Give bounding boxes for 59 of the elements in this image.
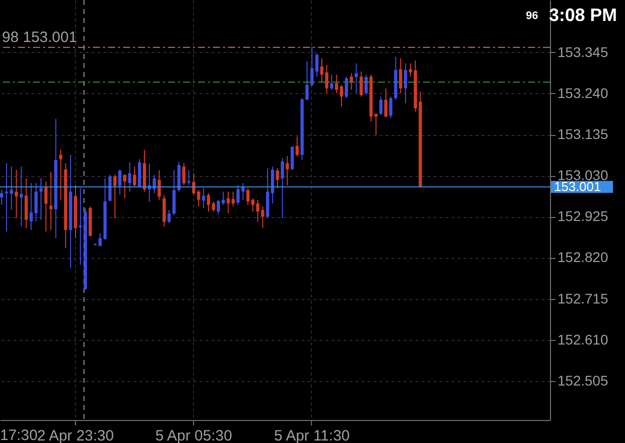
y-tick-label: 152.715 (558, 290, 608, 306)
annotation: 98 153.001 (2, 29, 78, 46)
y-tick-label: 152.505 (558, 372, 608, 388)
candlestick (206, 192, 210, 212)
candlestick (118, 169, 122, 196)
candlestick (59, 149, 62, 200)
annotation: 96 (526, 10, 538, 22)
candlestick (404, 62, 408, 104)
y-tick-label: 152.820 (558, 249, 608, 266)
candlestick (310, 46, 314, 87)
candlestick (399, 58, 402, 94)
candlestick (202, 188, 206, 209)
candlestick (212, 200, 216, 212)
candlestick (334, 74, 338, 94)
candlestick (236, 184, 240, 206)
candlestick (360, 71, 363, 98)
candlestick (340, 84, 344, 107)
candlestick (49, 171, 52, 230)
candlestick (162, 194, 166, 228)
candlestick (20, 166, 23, 227)
candlestick (330, 74, 334, 90)
candlestick (344, 76, 348, 99)
candlestick (167, 210, 171, 224)
candlestick (408, 62, 412, 78)
y-tick-label: 153.345 (558, 44, 608, 60)
candlestick (389, 96, 392, 119)
candlestick (14, 169, 18, 219)
y-tick-label: 152.925 (558, 208, 608, 224)
candlestick (286, 156, 289, 186)
candlestick (305, 60, 309, 100)
y-tick-label: 153.240 (558, 84, 608, 101)
candlestick (270, 166, 274, 204)
candlestick (39, 178, 43, 220)
candlestick (354, 62, 358, 94)
candlestick (158, 170, 161, 200)
candlestick (4, 162, 8, 232)
y-tick-label: 152.610 (558, 331, 608, 348)
candlestick (280, 157, 284, 219)
candlestick (290, 146, 294, 170)
candlestick (350, 72, 353, 90)
candlestick (10, 166, 14, 210)
candlestick (315, 52, 318, 78)
candlestick (296, 136, 299, 157)
candlestick (128, 162, 132, 192)
candlestick (44, 180, 48, 232)
candlestick (276, 168, 280, 189)
candlestick (133, 166, 136, 188)
annotation: 3:08 PM (548, 5, 617, 25)
y-tick-label: 153.135 (558, 126, 608, 142)
candlestick (379, 96, 383, 116)
text: 17:30 (0, 427, 38, 443)
candlestick (384, 88, 388, 118)
candlestick (172, 170, 176, 216)
ref-line-label: 153.001 (554, 178, 601, 194)
candlestick (0, 189, 4, 206)
candlestick (123, 174, 126, 199)
candlestick (113, 174, 116, 219)
candlestick (182, 162, 186, 186)
candlestick (187, 170, 190, 186)
